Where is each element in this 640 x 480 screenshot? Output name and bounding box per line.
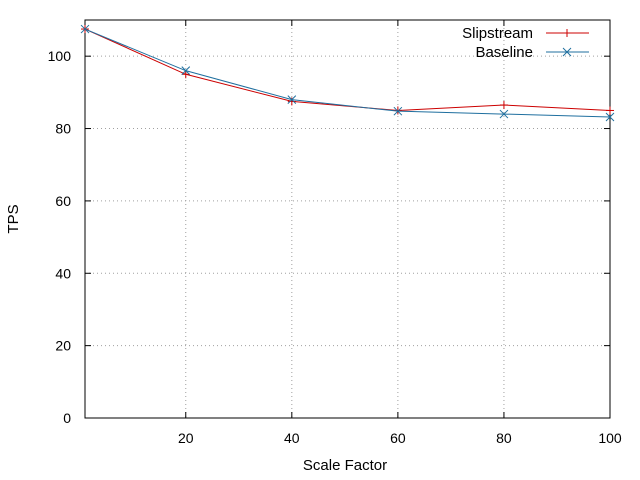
legend-entry: Baseline bbox=[475, 44, 589, 61]
x-axis-title: Scale Factor bbox=[303, 457, 387, 474]
data-point bbox=[393, 106, 403, 116]
data-point bbox=[287, 95, 297, 104]
plot-area-frame bbox=[84, 19, 611, 419]
data-point bbox=[181, 70, 190, 79]
axis-ticks: 0 20 40 60 80 100 20 40 60 80 100 bbox=[48, 20, 622, 446]
series-slipstream bbox=[81, 25, 614, 115]
grid-lines bbox=[85, 20, 610, 418]
data-point bbox=[499, 109, 509, 119]
data-point bbox=[80, 24, 90, 34]
data-point bbox=[606, 106, 614, 115]
x-tick-label: 20 bbox=[178, 430, 194, 446]
legend-entry: Slipstream bbox=[462, 25, 589, 42]
series-line bbox=[84, 28, 611, 111]
x-tick-label: 40 bbox=[284, 430, 300, 446]
legend-marker bbox=[562, 47, 572, 57]
x-tick-label: 80 bbox=[496, 430, 512, 446]
y-axis-title: TPS bbox=[5, 204, 22, 233]
series-baseline bbox=[80, 24, 615, 122]
y-tick-label: 20 bbox=[55, 338, 71, 354]
y-tick-label: 100 bbox=[48, 48, 72, 64]
y-tick-label: 40 bbox=[55, 265, 71, 281]
y-tick-label: 80 bbox=[55, 121, 71, 137]
y-tick-label: 60 bbox=[55, 193, 71, 209]
legend-label: Baseline bbox=[475, 44, 533, 61]
series-layer bbox=[80, 24, 615, 122]
data-point bbox=[181, 66, 191, 76]
data-point bbox=[605, 112, 615, 122]
legend-label: Slipstream bbox=[462, 25, 533, 42]
legend: Slipstream Baseline bbox=[462, 25, 589, 61]
data-point bbox=[287, 97, 296, 106]
legend-marker bbox=[563, 29, 571, 37]
series-line bbox=[84, 28, 611, 118]
x-tick-label: 60 bbox=[390, 430, 406, 446]
data-point bbox=[499, 101, 508, 110]
x-tick-label: 100 bbox=[598, 430, 622, 446]
y-tick-label: 0 bbox=[63, 410, 71, 426]
